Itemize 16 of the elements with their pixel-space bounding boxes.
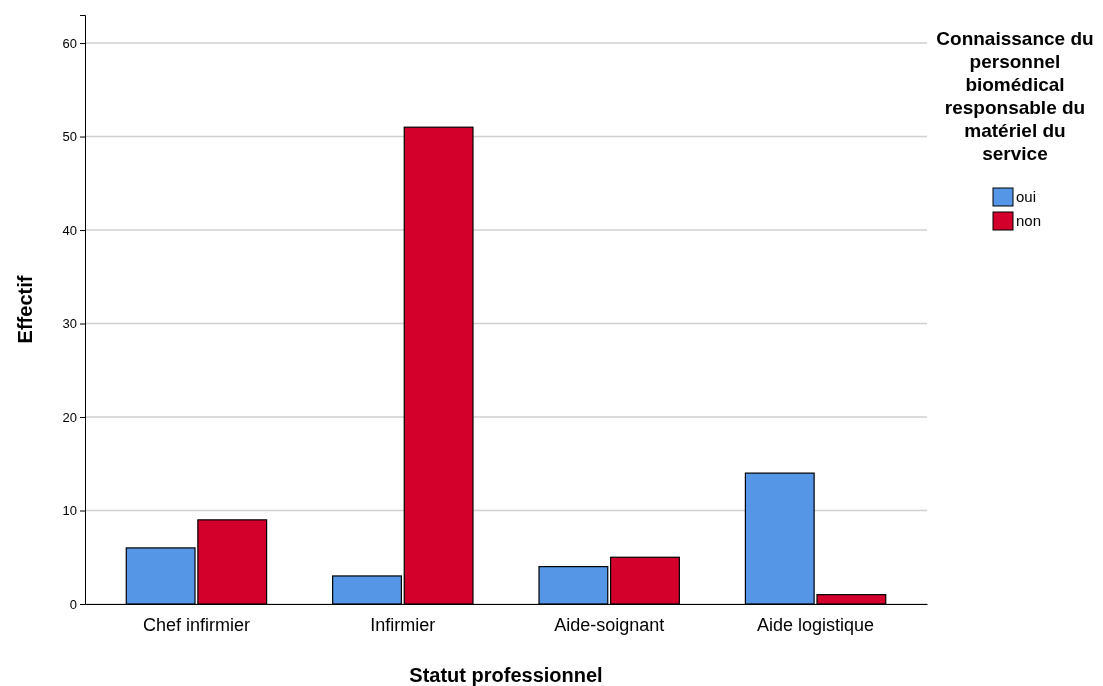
y-tick-label: 40 [62, 222, 77, 238]
legend-title: Connaissance du personnel biomédical responsable du matériel du service [936, 28, 1094, 164]
legend-label: oui [1016, 188, 1037, 205]
y-axis-title: Effectif [14, 275, 36, 344]
y-tick-label: 20 [62, 409, 77, 425]
legend-label: non [1016, 212, 1042, 229]
y-tick-label: 30 [62, 316, 77, 332]
x-axis-title: Statut professionnel [409, 664, 603, 686]
x-tick-label: Aide logistique [757, 614, 875, 635]
y-tick-label: 10 [62, 503, 77, 519]
y-tick-label: 60 [62, 35, 77, 51]
x-tick-label: Chef infirmier [142, 614, 250, 635]
y-tick-label: 50 [62, 129, 77, 145]
y-tick-label: 0 [69, 596, 77, 612]
x-tick-label: Infirmier [370, 614, 436, 635]
x-tick-label: Aide-soignant [554, 614, 665, 635]
